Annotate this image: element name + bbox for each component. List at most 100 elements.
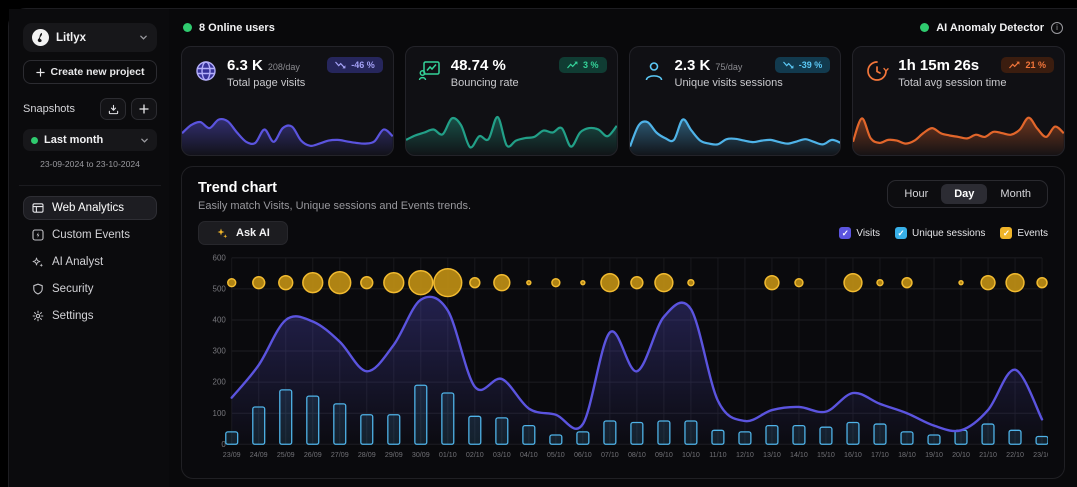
create-project-button[interactable]: Create new project	[23, 60, 157, 84]
legend-item-events[interactable]: ✓ Events	[1000, 227, 1048, 239]
unique-sessions-bar[interactable]	[333, 403, 347, 445]
x-axis-tick: 23/09	[223, 451, 241, 459]
range-option-month[interactable]: Month	[1000, 188, 1031, 200]
sidebar-item-custom-events[interactable]: Custom Events	[23, 223, 157, 247]
unique-sessions-bar[interactable]	[603, 420, 617, 445]
project-selector[interactable]: Litlyx	[23, 23, 157, 52]
unique-sessions-bar[interactable]	[792, 424, 806, 445]
stat-card-total-page-visits[interactable]: 6.3 K 208/day Total page visits -46 %	[181, 46, 394, 156]
events-bubble[interactable]	[493, 274, 511, 292]
unique-sessions-bar[interactable]	[279, 389, 293, 445]
legend-checkbox[interactable]: ✓	[895, 227, 908, 239]
unique-sessions-bar[interactable]	[576, 431, 590, 445]
legend-item-visits[interactable]: ✓ Visits	[839, 227, 880, 239]
events-bubble[interactable]	[302, 272, 324, 294]
unique-sessions-bar[interactable]	[819, 426, 833, 445]
unique-sessions-bar[interactable]	[1035, 435, 1049, 445]
events-bubble[interactable]	[600, 273, 620, 293]
bounce-rate-icon	[418, 61, 440, 81]
unique-sessions-bar[interactable]	[468, 415, 482, 445]
info-icon[interactable]: i	[1051, 21, 1063, 34]
add-snapshot-button[interactable]	[131, 98, 157, 120]
ask-ai-label: Ask AI	[236, 227, 270, 239]
events-bubble[interactable]	[469, 276, 481, 289]
legend-item-unique-sessions[interactable]: ✓ Unique sessions	[895, 227, 985, 239]
events-bubble[interactable]	[278, 274, 294, 291]
snapshot-selector[interactable]: Last month	[23, 129, 157, 151]
events-bubble[interactable]	[526, 279, 532, 286]
unique-sessions-bar[interactable]	[981, 423, 995, 445]
unique-sessions-bar[interactable]	[738, 431, 752, 445]
unique-sessions-bar[interactable]	[927, 434, 941, 445]
stat-value: 1h 15m 26s	[898, 57, 980, 74]
x-axis-tick: 23/10	[1033, 451, 1048, 459]
unique-sessions-bar[interactable]	[765, 424, 779, 445]
legend-checkbox[interactable]: ✓	[839, 227, 852, 239]
unique-sessions-bar[interactable]	[684, 420, 698, 445]
unique-sessions-bar[interactable]	[630, 421, 644, 445]
events-bubble[interactable]	[580, 279, 586, 286]
events-bubble[interactable]	[227, 277, 237, 288]
events-bubble[interactable]	[654, 273, 674, 293]
stat-card-avg-session-time[interactable]: 1h 15m 26s Total avg session time 21 %	[852, 46, 1065, 156]
unique-sessions-bar[interactable]	[441, 392, 455, 445]
events-bubble[interactable]	[958, 279, 964, 286]
sparkline-line	[405, 115, 617, 149]
x-axis-tick: 09/10	[655, 451, 673, 459]
events-bubble[interactable]	[1036, 276, 1048, 289]
trend-down-icon	[335, 61, 346, 69]
unique-sessions-bar[interactable]	[954, 429, 968, 445]
sidebar-item-web-analytics[interactable]: Web Analytics	[23, 196, 157, 220]
events-bubble[interactable]	[1005, 273, 1025, 293]
events-bubble[interactable]	[687, 278, 695, 287]
events-bubble[interactable]	[551, 277, 561, 288]
events-bubble[interactable]	[980, 274, 996, 291]
events-bubble[interactable]	[328, 271, 352, 295]
ask-ai-button[interactable]: Ask AI	[198, 221, 288, 245]
legend-label: Visits	[856, 227, 881, 239]
events-bubble[interactable]	[252, 275, 266, 290]
range-toggle: Hour Day Month	[887, 180, 1048, 208]
unique-sessions-bar[interactable]	[522, 424, 536, 445]
unique-sessions-bar[interactable]	[306, 395, 320, 445]
unique-sessions-bar[interactable]	[225, 431, 239, 445]
sidebar-item-settings[interactable]: Settings	[23, 304, 157, 328]
events-bubble[interactable]	[433, 268, 463, 298]
unique-sessions-bar[interactable]	[873, 423, 887, 445]
stat-card-unique-sessions[interactable]: 2.3 K 75/day Unique visits sessions -39 …	[628, 46, 842, 156]
y-axis-tick: 600	[213, 253, 227, 262]
range-option-day[interactable]: Day	[941, 184, 988, 204]
events-bubble[interactable]	[360, 275, 374, 290]
trend-up-icon	[1009, 61, 1020, 69]
events-bubble[interactable]	[843, 273, 863, 293]
sidebar-item-ai-analyst[interactable]: AI Analyst	[23, 250, 157, 274]
unique-sessions-bar[interactable]	[711, 429, 725, 445]
divider	[19, 185, 161, 186]
x-axis-tick: 10/10	[682, 451, 700, 459]
sparkline-chart	[182, 117, 393, 155]
events-bubble[interactable]	[383, 272, 405, 294]
sidebar-item-security[interactable]: Security	[23, 277, 157, 301]
x-axis-tick: 07/10	[601, 451, 619, 459]
events-bubble[interactable]	[876, 278, 884, 287]
legend-checkbox[interactable]: ✓	[1000, 227, 1013, 239]
download-snapshot-button[interactable]	[100, 98, 126, 120]
events-bubble[interactable]	[630, 275, 644, 290]
events-bubble[interactable]	[408, 270, 434, 296]
stat-card-bouncing-rate[interactable]: 48.74 % Bouncing rate 3 %	[404, 46, 618, 156]
events-bubble[interactable]	[764, 274, 780, 291]
unique-sessions-bar[interactable]	[360, 414, 374, 445]
unique-sessions-bar[interactable]	[846, 421, 860, 445]
unique-sessions-bar[interactable]	[387, 414, 401, 445]
unique-sessions-bar[interactable]	[657, 420, 671, 445]
unique-sessions-bar[interactable]	[414, 384, 428, 445]
unique-sessions-bar[interactable]	[549, 434, 563, 445]
range-option-hour[interactable]: Hour	[904, 188, 929, 200]
unique-sessions-bar[interactable]	[495, 417, 509, 445]
unique-sessions-bar[interactable]	[900, 431, 914, 445]
unique-sessions-bar[interactable]	[252, 406, 266, 445]
unique-sessions-bar[interactable]	[1008, 429, 1022, 445]
events-bubble[interactable]	[901, 276, 913, 289]
trend-badge: -39 %	[774, 57, 831, 73]
events-bubble[interactable]	[794, 277, 804, 288]
